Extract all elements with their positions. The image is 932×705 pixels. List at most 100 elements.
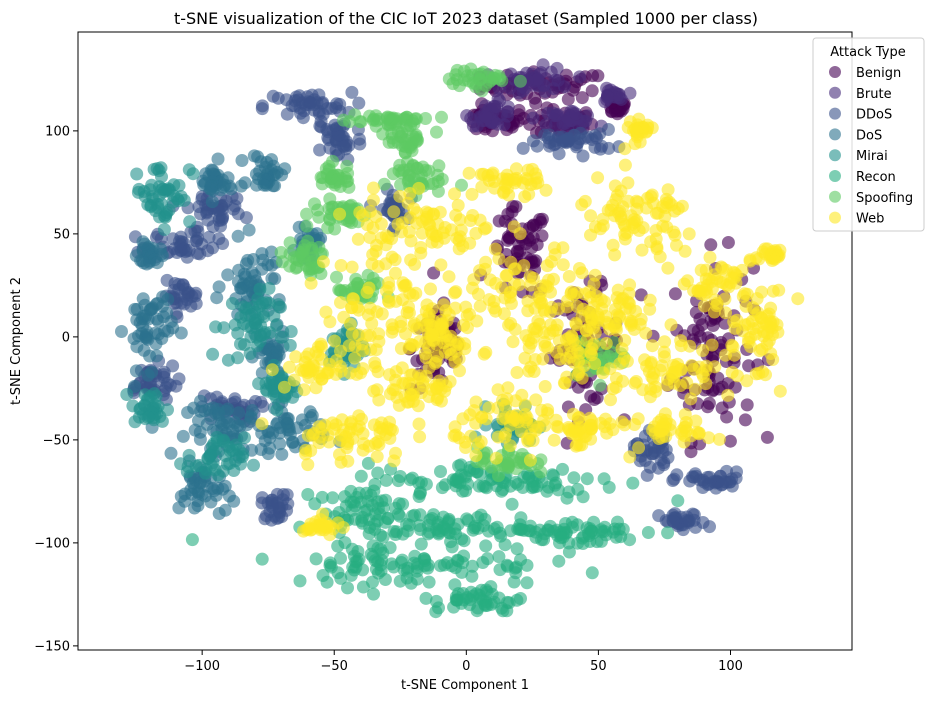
point-web: [328, 334, 342, 348]
point-recon: [369, 562, 383, 576]
point-spoofing: [488, 68, 502, 82]
point-ddos: [191, 231, 205, 245]
point-mirai: [181, 460, 195, 473]
x-tick-label: 100: [718, 659, 743, 674]
point-ddos: [578, 131, 592, 145]
point-web: [577, 359, 591, 373]
point-dos: [210, 291, 224, 305]
legend-label: Spoofing: [856, 191, 913, 206]
point-web: [660, 378, 674, 392]
point-dos: [244, 409, 258, 423]
point-spoofing: [431, 175, 445, 189]
point-spoofing: [308, 197, 321, 211]
point-spoofing: [500, 456, 514, 470]
point-benign: [587, 393, 601, 406]
point-recon: [356, 580, 370, 594]
point-recon: [354, 469, 368, 483]
point-web: [491, 383, 505, 397]
point-benign: [720, 410, 734, 424]
point-web: [523, 453, 537, 467]
point-web: [719, 348, 732, 362]
legend-box: [812, 37, 925, 232]
point-web: [757, 316, 771, 330]
point-spoofing: [300, 207, 314, 221]
point-dos: [298, 418, 312, 432]
point-web: [553, 352, 567, 366]
point-recon: [429, 605, 443, 619]
point-recon: [545, 468, 559, 482]
point-recon: [434, 559, 447, 573]
point-recon: [514, 523, 528, 537]
point-ddos: [212, 210, 226, 224]
point-dos: [136, 292, 150, 306]
point-web: [414, 246, 428, 260]
point-web: [333, 207, 347, 221]
point-web: [564, 346, 578, 360]
legend: Attack Type Benign Brute DDoS DoS Mirai Recon…: [812, 37, 925, 232]
point-web: [357, 437, 371, 451]
point-spoofing: [430, 125, 443, 139]
point-brute: [550, 61, 564, 75]
point-mirai: [262, 281, 276, 295]
point-recon: [393, 509, 407, 523]
point-recon: [552, 554, 566, 568]
point-web: [705, 338, 719, 352]
plot-frame: [77, 31, 853, 651]
point-benign: [701, 400, 715, 414]
point-brute: [546, 106, 560, 120]
point-dos: [222, 489, 236, 503]
point-spoofing: [340, 159, 354, 173]
point-recon: [594, 523, 608, 537]
point-dos: [130, 340, 144, 354]
point-dos: [211, 152, 225, 166]
point-benign: [723, 434, 737, 448]
point-web: [696, 344, 710, 357]
point-web: [719, 306, 732, 320]
series-web: [255, 112, 805, 542]
point-web: [297, 524, 310, 538]
point-benign: [501, 230, 515, 244]
point-web: [539, 183, 553, 197]
point-ddos: [172, 372, 186, 386]
point-dos: [140, 325, 154, 339]
y-tick-label: 100: [45, 124, 70, 139]
point-spoofing: [307, 251, 320, 265]
point-mirai: [229, 438, 243, 452]
point-web: [299, 363, 313, 377]
point-web: [469, 395, 483, 409]
point-dos: [137, 256, 151, 270]
point-benign: [721, 236, 735, 249]
point-mirai: [221, 353, 235, 367]
point-web: [584, 209, 598, 223]
point-web: [682, 227, 696, 241]
point-web: [502, 188, 516, 202]
point-web: [316, 255, 330, 269]
point-web: [443, 333, 457, 347]
point-web: [462, 166, 476, 180]
point-web: [608, 179, 622, 193]
point-web: [498, 291, 512, 305]
point-ddos: [689, 520, 702, 534]
point-brute: [539, 118, 553, 132]
point-web: [353, 206, 367, 219]
point-ddos: [666, 515, 680, 529]
legend-label: DDoS: [856, 108, 892, 123]
point-mirai: [234, 457, 248, 471]
point-ddos: [725, 472, 739, 486]
point-spoofing: [322, 202, 336, 215]
point-web: [301, 458, 315, 472]
point-web: [448, 187, 461, 201]
point-web: [684, 392, 698, 406]
point-recon: [590, 535, 604, 549]
point-dos: [185, 487, 199, 501]
point-web: [608, 248, 622, 262]
point-web: [386, 322, 400, 336]
point-recon: [559, 517, 572, 530]
point-mirai: [203, 448, 217, 462]
point-ddos: [656, 445, 670, 459]
point-web: [570, 318, 583, 332]
point-mirai: [161, 182, 175, 196]
point-web: [618, 232, 632, 246]
point-brute: [569, 107, 583, 121]
point-web: [304, 276, 318, 290]
